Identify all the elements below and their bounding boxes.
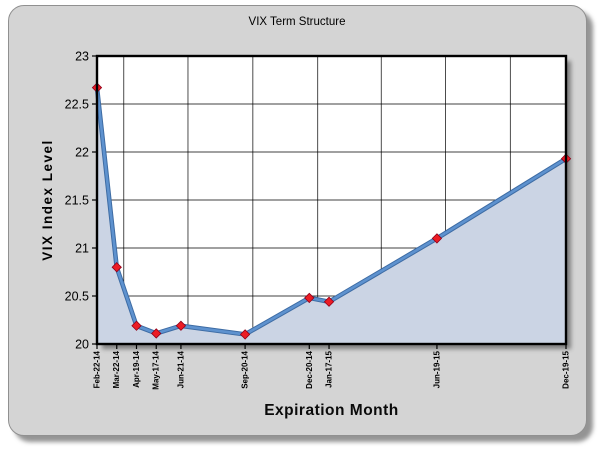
y-tick-label: 23 xyxy=(75,50,89,64)
data-point-marker xyxy=(239,329,251,340)
x-tick-label: Feb-22-14 xyxy=(93,350,102,388)
y-tick-label: 20 xyxy=(75,338,89,352)
x-tick-label: Apr-19-14 xyxy=(132,350,141,387)
series-line xyxy=(95,86,568,336)
y-tick-label: 21 xyxy=(75,242,89,256)
x-tick-label: Mar-22-14 xyxy=(112,350,121,388)
x-tick-label: Jun-21-14 xyxy=(176,350,185,388)
x-tick-label: Dec-19-15 xyxy=(562,350,571,388)
series-area-fill xyxy=(97,87,566,344)
y-tick-label: 20.5 xyxy=(65,290,89,304)
data-point-marker xyxy=(323,296,335,307)
x-tick-label: Jan-17-15 xyxy=(325,350,334,387)
x-axis-title: Expiration Month xyxy=(264,402,399,419)
y-tick-label: 21.5 xyxy=(65,194,89,208)
x-tick-label: Sep-20-14 xyxy=(241,350,250,388)
data-point-marker xyxy=(175,320,187,331)
data-point-marker xyxy=(431,233,443,244)
chart-title: VIX Term Structure xyxy=(248,16,346,28)
data-point-marker xyxy=(131,320,142,331)
y-tick-label: 22.5 xyxy=(65,98,89,112)
x-tick-label: Jun-19-15 xyxy=(432,350,441,388)
x-tick-label: Dec-20-14 xyxy=(305,350,314,388)
y-tick-label: 22 xyxy=(75,146,89,160)
x-tick-label: May-17-14 xyxy=(152,350,161,389)
data-point-marker xyxy=(111,262,122,273)
data-point-marker xyxy=(151,328,162,339)
data-point-marker xyxy=(304,292,315,304)
